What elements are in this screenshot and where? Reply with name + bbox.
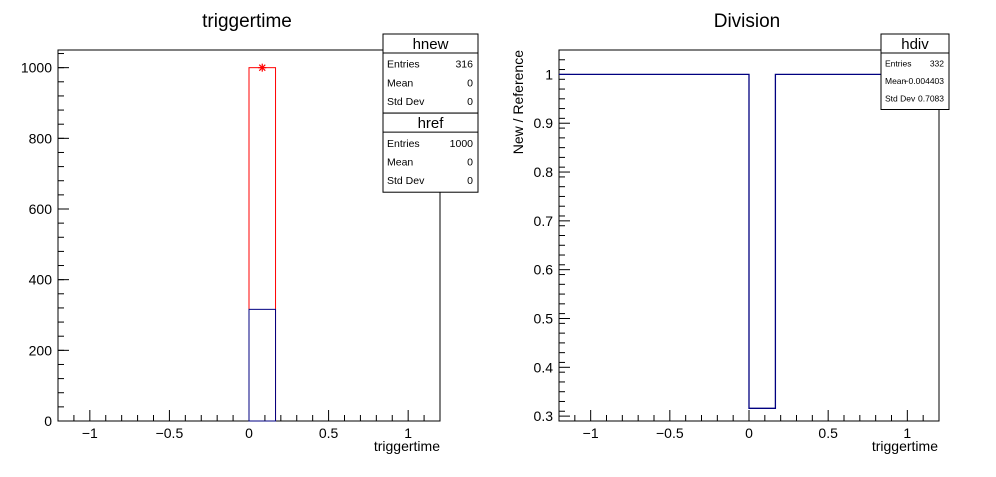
stats-box-frame (382, 112, 479, 193)
stats-row-label: Std Dev (387, 175, 425, 187)
stats-row-value: 332 (930, 59, 944, 69)
stats-row-value: 316 (455, 59, 473, 71)
right-axis-ticks: −1 −0.5 0 0.5 1 0.3 0.4 0.5 0.6 0.7 0.8 0.9 1 (534, 49, 940, 441)
y-tick-label: 400 (29, 272, 53, 288)
stats-box-frame (382, 33, 479, 114)
left-chart-title: triggertime (202, 11, 292, 32)
stats-row-label: Entries (387, 59, 420, 71)
stats-row-label: Entries (387, 138, 420, 150)
y-tick-label: 0.9 (534, 115, 554, 131)
stats-row-value: 0 (467, 77, 473, 89)
right-y-axis-label: New / Reference (510, 50, 526, 154)
stats-row-value: 0 (467, 157, 473, 169)
left-x-axis-label: triggertime (374, 438, 440, 454)
stats-row-value: 0.7083 (918, 94, 944, 104)
stats-box-title: hdiv (901, 36, 929, 53)
x-tick-label: 0 (745, 425, 753, 441)
stats-row-value: 0 (467, 96, 473, 108)
stats-row-value: 0 (467, 175, 473, 187)
right-stats-box: hdiv Entries 332 Mean−0.004403 Std Dev 0.7083 (880, 33, 950, 110)
y-tick-label: 800 (29, 130, 53, 146)
stats-row-label: Std Dev (387, 96, 425, 108)
y-tick-label: 200 (29, 342, 53, 358)
x-tick-label: 0.5 (319, 425, 339, 441)
x-tick-label: −1 (583, 425, 599, 441)
x-tick-label: 0.5 (818, 425, 838, 441)
x-tick-label: 1 (404, 425, 412, 441)
x-tick-label: 1 (903, 425, 911, 441)
peak-marker (258, 63, 267, 72)
ratio-series-hdiv (559, 73, 939, 409)
right-chart-title: Division (714, 11, 781, 32)
stats-row-value: 1000 (450, 138, 474, 150)
y-tick-label: 0.7 (534, 213, 554, 229)
histogram-bar-hnew (248, 308, 277, 422)
x-tick-label: −0.5 (656, 425, 684, 441)
y-tick-label: 0.4 (534, 359, 554, 375)
stats-row-label: Mean (885, 76, 907, 86)
stats-row-label: Std Dev (885, 94, 916, 104)
left-axis-ticks: −1 −0.5 0 0.5 1 0 200 400 600 800 1000 (21, 53, 441, 441)
y-tick-label: 600 (29, 201, 53, 217)
right-x-axis-label: triggertime (872, 438, 938, 454)
stats-box-frame (880, 33, 950, 110)
stats-row-label: Mean (387, 157, 413, 169)
stats-box-title: hnew (413, 36, 449, 53)
left-stats-boxes: hnew Entries 316 Mean 0 Std Dev 0 href Entries 10… (382, 33, 479, 193)
x-tick-label: −0.5 (156, 425, 184, 441)
stats-box-hdiv: hdiv Entries 332 Mean−0.004403 Std Dev 0.7083 (880, 33, 950, 110)
histogram-bar-href (248, 67, 277, 422)
left-histogram-panel: triggertime −1 −0.5 0 0.5 1 0 200 400 600 800 1000… (21, 11, 479, 454)
stats-box-title: href (418, 115, 445, 132)
x-tick-label: −1 (82, 425, 98, 441)
y-tick-label: 1000 (21, 60, 52, 76)
stats-box-hnew: hnew Entries 316 Mean 0 Std Dev 0 (382, 33, 479, 114)
left-histogram-bars (248, 63, 277, 422)
y-tick-label: 0.5 (534, 310, 554, 326)
right-ratio-line (559, 73, 939, 409)
y-tick-label: 0 (44, 413, 52, 429)
y-tick-label: 0.6 (534, 262, 554, 278)
stats-row-value: −0.004403 (904, 76, 945, 86)
y-tick-label: 1 (545, 66, 553, 82)
right-division-panel: Division −1 −0.5 0 0.5 1 0.3 0.4 0.5 0.6 0.7 0.8 0.… (510, 11, 950, 454)
stats-row-label: Entries (885, 59, 911, 69)
marker-stroke (258, 64, 266, 72)
stats-row-label: Mean (387, 77, 413, 89)
stats-box-href: href Entries 1000 Mean 0 Std Dev 0 (382, 112, 479, 193)
y-tick-label: 0.3 (534, 408, 554, 424)
x-tick-label: 0 (245, 425, 253, 441)
y-tick-label: 0.8 (534, 164, 554, 180)
